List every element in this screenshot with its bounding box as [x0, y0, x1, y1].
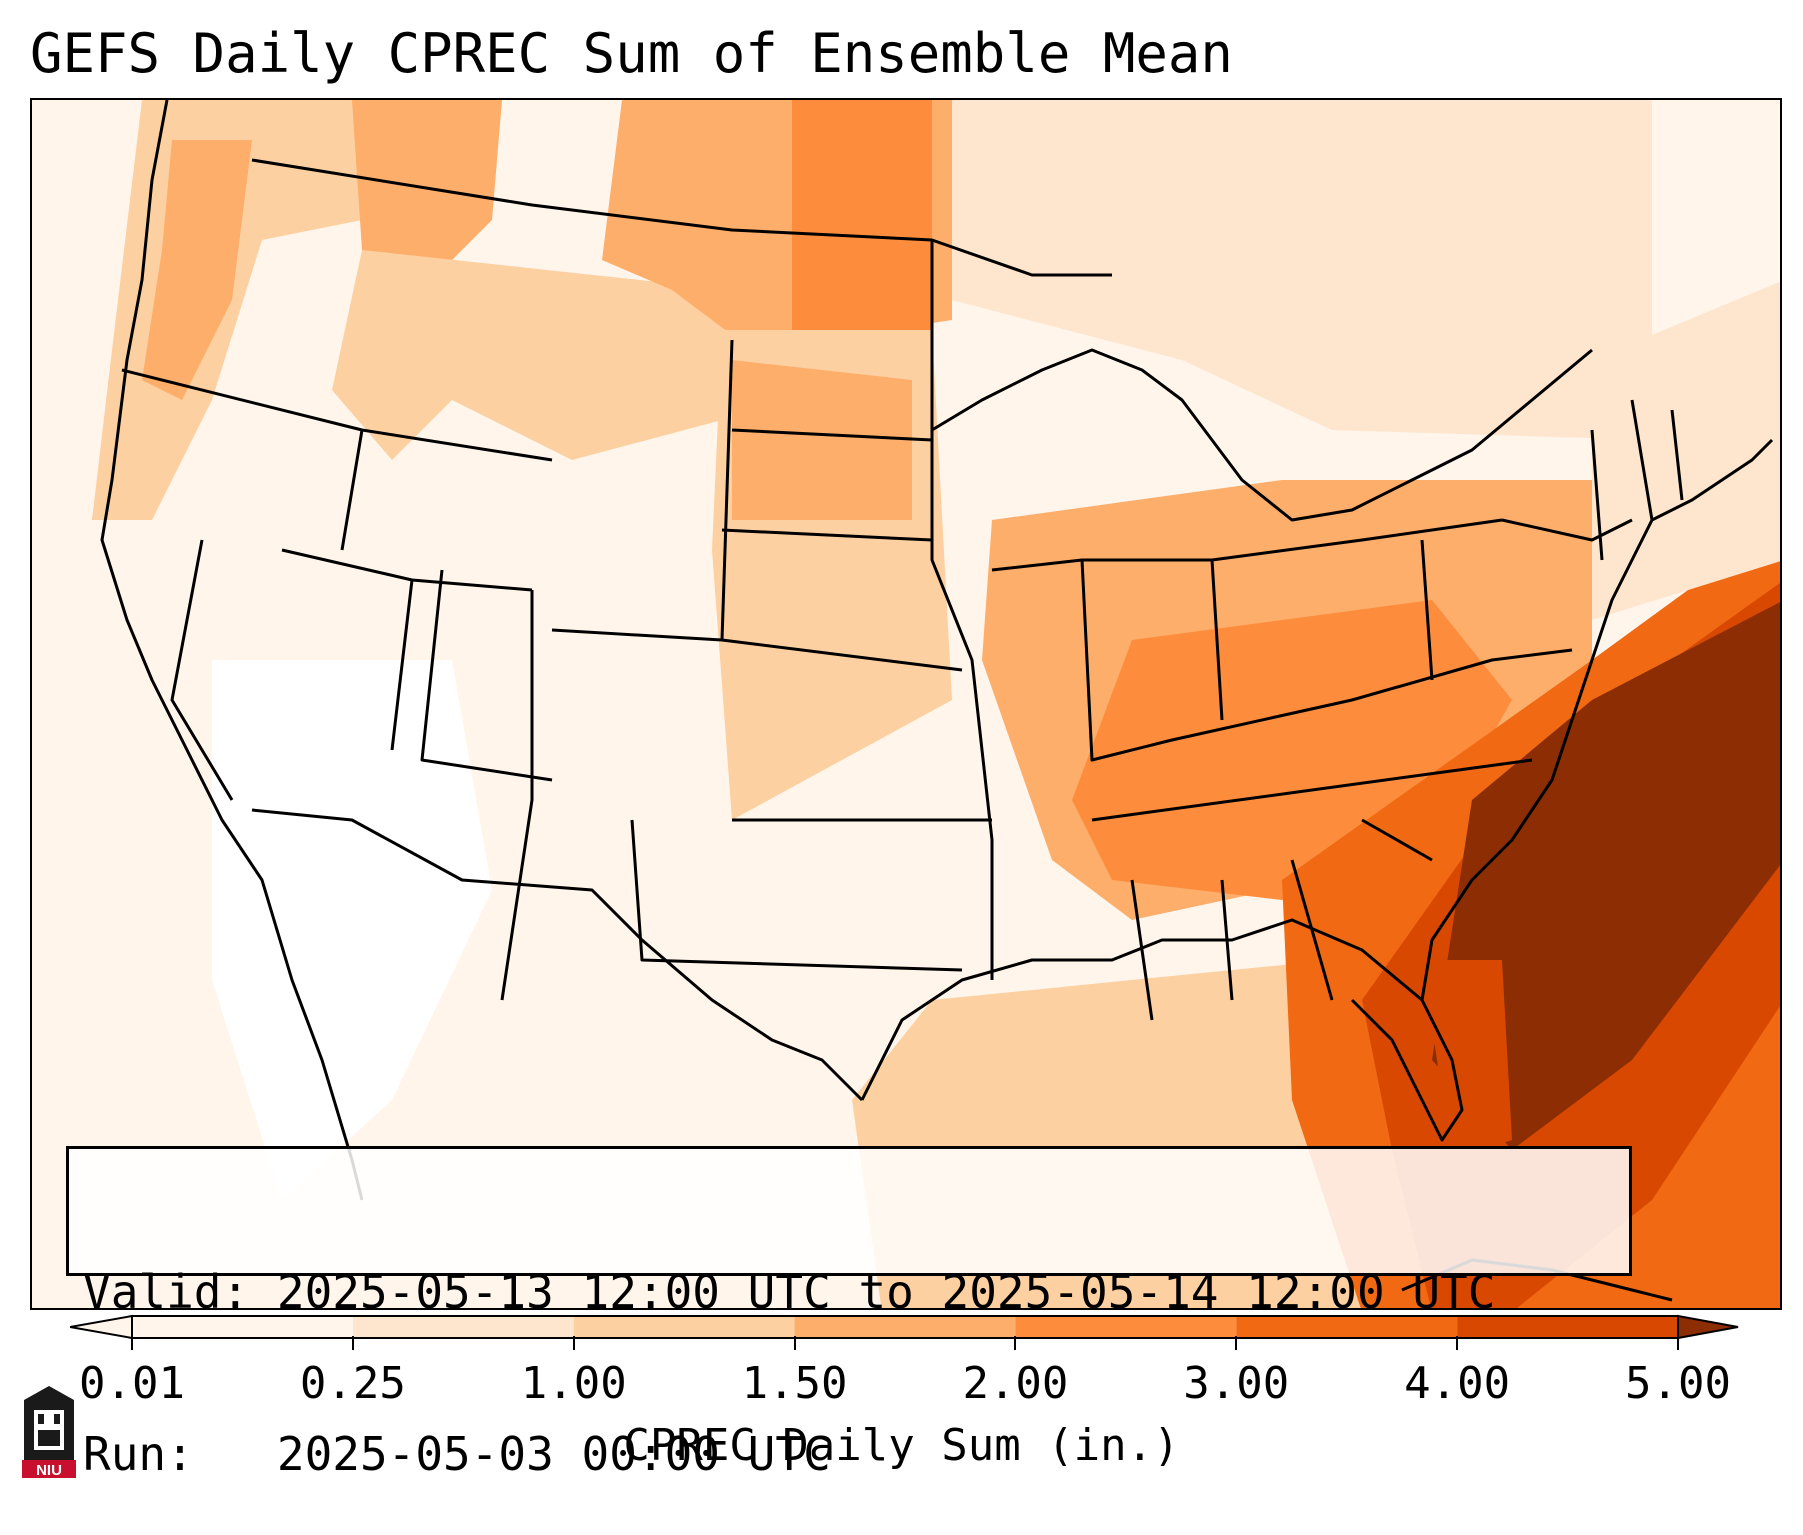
colorbar-segment	[352, 1316, 574, 1338]
atlantic-coastline	[1420, 438, 1774, 1001]
precip-field	[32, 100, 1780, 1308]
precip-region-idaho	[352, 100, 502, 300]
validity-info-box: Valid: 2025-05-13 12:00 UTC to 2025-05-1…	[66, 1146, 1632, 1481]
niu-logo: NIU	[22, 1386, 76, 1479]
colorbar-tick-mark	[1235, 1336, 1238, 1350]
colorbar-tick-label: 5.00	[1625, 1358, 1731, 1409]
precip-region-sd	[732, 360, 912, 520]
colorbar-segment	[1457, 1316, 1678, 1338]
precip-map	[32, 100, 1780, 1308]
colorbar-ticks	[0, 1336, 1803, 1406]
colorbar-extend-high	[1677, 1314, 1739, 1340]
state-lines-east	[991, 518, 1573, 1021]
colorbar-segment	[573, 1316, 795, 1338]
state-lines-plains	[630, 240, 994, 980]
precip-region-montana	[332, 250, 732, 460]
gulf-coastline	[860, 918, 1464, 1142]
state-lines-northeast	[1501, 399, 1684, 561]
precip-region-canada	[952, 100, 1652, 440]
colorbar-tick-mark	[1677, 1336, 1679, 1350]
valid-label: Valid:	[83, 1265, 250, 1319]
colorbar-label: CPREC Daily Sum (in.)	[623, 1420, 1180, 1471]
colorbar-segment	[132, 1316, 353, 1338]
precip-region-coast	[142, 140, 252, 400]
canada-border	[251, 158, 1112, 277]
colorbar-segment	[794, 1316, 1016, 1338]
run-line: Run: 2025-05-03 00:00 UTC	[83, 1427, 1615, 1481]
boundaries	[100, 100, 1774, 1302]
map-title: GEFS Daily CPREC Sum of Ensemble Mean	[30, 22, 1233, 85]
state-lines-west	[121, 339, 734, 1001]
colorbar-tick-label: 3.00	[1183, 1358, 1290, 1409]
colorbar-tick-label: 0.01	[79, 1358, 185, 1409]
colorbar-extend-low	[70, 1314, 133, 1340]
colorbar-tick-label: 4.00	[1404, 1358, 1511, 1409]
colorbar-tick-mark	[1456, 1336, 1459, 1350]
run-value: 2025-05-03 00:00 UTC	[276, 1427, 831, 1481]
precip-region-florida	[1422, 960, 1512, 1160]
logo-text: NIU	[36, 1462, 62, 1479]
colorbar	[70, 1314, 1739, 1340]
colorbar-tick-label: 0.25	[299, 1358, 406, 1409]
colorbar-tick-mark	[131, 1336, 133, 1350]
colorbar-tick-mark	[1014, 1336, 1017, 1350]
colorbar-segment	[1015, 1316, 1237, 1338]
colorbar-tick-mark	[572, 1336, 575, 1350]
colorbar-tick-label: 1.00	[520, 1358, 627, 1409]
run-label: Run:	[83, 1427, 194, 1481]
precip-region-atlantic-max	[1432, 602, 1780, 1150]
map-frame	[30, 98, 1782, 1310]
colorbar-tick-label: 2.00	[962, 1358, 1069, 1409]
precip-region-new-england	[1592, 281, 1780, 620]
colorbar-tick-label: 1.50	[741, 1358, 848, 1409]
precip-region-nd	[792, 100, 932, 330]
valid-line: Valid: 2025-05-13 12:00 UTC to 2025-05-1…	[83, 1265, 1615, 1319]
colorbar-outline	[131, 1315, 1679, 1339]
colorbar-tick-mark	[351, 1336, 354, 1350]
precip-region-southwest-dry	[212, 660, 492, 1200]
valid-value: 2025-05-13 12:00 UTC to 2025-05-14 12:00…	[276, 1265, 1496, 1319]
colorbar-segment	[1236, 1316, 1458, 1338]
pacific-coastline	[100, 100, 364, 1201]
great-lakes-outline	[931, 348, 1593, 522]
colorbar-tick-mark	[793, 1336, 796, 1350]
